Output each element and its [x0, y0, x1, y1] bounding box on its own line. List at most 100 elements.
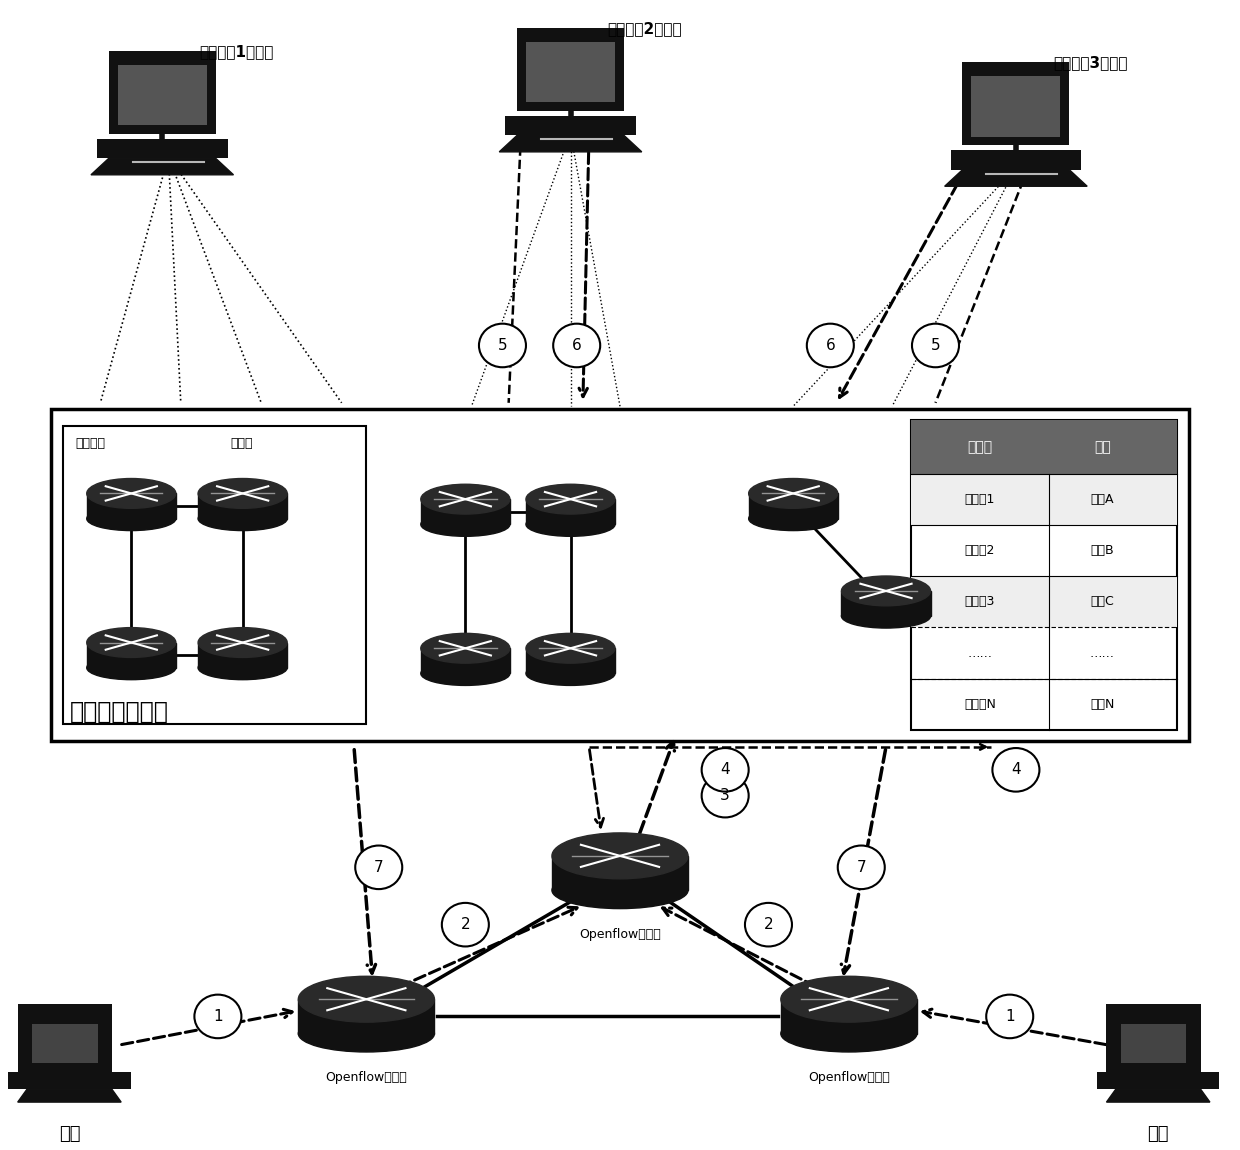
Text: 虚拟网络: 虚拟网络 — [76, 437, 105, 450]
FancyBboxPatch shape — [505, 116, 636, 136]
FancyBboxPatch shape — [910, 420, 1177, 474]
Ellipse shape — [87, 478, 176, 508]
FancyBboxPatch shape — [951, 151, 1081, 170]
Polygon shape — [749, 493, 838, 519]
Polygon shape — [781, 999, 916, 1034]
Ellipse shape — [420, 484, 510, 514]
Polygon shape — [842, 591, 930, 616]
Ellipse shape — [87, 507, 176, 530]
Polygon shape — [552, 856, 688, 890]
Text: Openflow交换机: Openflow交换机 — [579, 928, 661, 941]
Text: 2: 2 — [764, 918, 774, 933]
Polygon shape — [420, 499, 510, 524]
Ellipse shape — [552, 833, 688, 879]
Ellipse shape — [526, 661, 615, 685]
Text: 虚网A: 虚网A — [1090, 493, 1114, 506]
Ellipse shape — [87, 628, 176, 658]
Circle shape — [479, 323, 526, 367]
Text: 虚网N: 虚网N — [1090, 698, 1115, 711]
Text: 3: 3 — [720, 788, 730, 803]
Polygon shape — [299, 999, 434, 1034]
Text: 流规则1: 流规则1 — [965, 493, 994, 506]
Polygon shape — [17, 1089, 122, 1102]
Ellipse shape — [526, 513, 615, 536]
Text: 5: 5 — [497, 338, 507, 353]
Ellipse shape — [420, 661, 510, 685]
Text: 1: 1 — [213, 1009, 223, 1024]
Text: 虚拟网络2控制器: 虚拟网络2控制器 — [608, 21, 682, 36]
Ellipse shape — [749, 478, 838, 508]
Ellipse shape — [842, 604, 930, 628]
Ellipse shape — [198, 628, 288, 658]
FancyBboxPatch shape — [1097, 1073, 1219, 1089]
Ellipse shape — [198, 507, 288, 530]
Polygon shape — [87, 493, 176, 519]
Text: 虚网C: 虚网C — [1090, 596, 1115, 608]
Circle shape — [195, 995, 242, 1038]
Polygon shape — [945, 170, 1087, 186]
Polygon shape — [526, 499, 615, 524]
Circle shape — [807, 323, 854, 367]
Ellipse shape — [781, 1015, 916, 1052]
Circle shape — [702, 774, 749, 818]
FancyBboxPatch shape — [118, 64, 207, 125]
Ellipse shape — [781, 976, 916, 1022]
Polygon shape — [198, 643, 288, 668]
Text: ……: …… — [967, 646, 992, 660]
Polygon shape — [91, 159, 233, 175]
Ellipse shape — [299, 976, 434, 1022]
FancyBboxPatch shape — [910, 420, 1177, 730]
Circle shape — [992, 748, 1039, 791]
Text: 虚网: 虚网 — [1094, 440, 1111, 454]
Text: 虚拟网络3控制器: 虚拟网络3控制器 — [1053, 55, 1127, 70]
FancyBboxPatch shape — [9, 1073, 130, 1089]
Ellipse shape — [842, 576, 930, 606]
Polygon shape — [420, 649, 510, 674]
Text: ……: …… — [1090, 646, 1115, 660]
FancyBboxPatch shape — [32, 1024, 98, 1063]
Circle shape — [986, 995, 1033, 1038]
Text: Openflow交换机: Openflow交换机 — [325, 1072, 407, 1084]
Ellipse shape — [299, 1015, 434, 1052]
Text: 流规则3: 流规则3 — [965, 596, 994, 608]
FancyBboxPatch shape — [51, 408, 1189, 741]
Text: Openflow交换机: Openflow交换机 — [808, 1072, 890, 1084]
Ellipse shape — [749, 507, 838, 530]
Text: 虚网B: 虚网B — [1090, 544, 1114, 558]
FancyBboxPatch shape — [910, 474, 1177, 526]
Ellipse shape — [87, 656, 176, 680]
Ellipse shape — [420, 634, 510, 664]
Text: 网络虚拟化平台: 网络虚拟化平台 — [69, 700, 169, 724]
FancyBboxPatch shape — [17, 1004, 112, 1074]
Text: 2: 2 — [460, 918, 470, 933]
FancyBboxPatch shape — [910, 576, 1177, 628]
Text: 流规则N: 流规则N — [963, 698, 996, 711]
Ellipse shape — [198, 478, 288, 508]
Text: 虚拟交: 虚拟交 — [231, 437, 253, 450]
Circle shape — [553, 323, 600, 367]
FancyBboxPatch shape — [1106, 1004, 1200, 1074]
Circle shape — [838, 845, 885, 889]
Text: 流规则: 流规则 — [967, 440, 992, 454]
FancyBboxPatch shape — [1121, 1024, 1187, 1063]
Text: 终端: 终端 — [1147, 1126, 1169, 1143]
FancyBboxPatch shape — [97, 139, 228, 159]
Text: 6: 6 — [572, 338, 582, 353]
Text: 终端: 终端 — [58, 1126, 81, 1143]
FancyBboxPatch shape — [971, 76, 1060, 137]
Ellipse shape — [526, 634, 615, 664]
Text: 虚拟网络1控制器: 虚拟网络1控制器 — [200, 44, 274, 59]
Text: 7: 7 — [374, 860, 383, 875]
Text: 6: 6 — [826, 338, 836, 353]
Ellipse shape — [198, 656, 288, 680]
FancyBboxPatch shape — [517, 28, 624, 110]
Text: 4: 4 — [1011, 762, 1021, 777]
FancyBboxPatch shape — [526, 41, 615, 102]
FancyBboxPatch shape — [63, 426, 366, 724]
Ellipse shape — [552, 872, 688, 909]
FancyBboxPatch shape — [109, 51, 216, 133]
Circle shape — [911, 323, 959, 367]
Polygon shape — [198, 493, 288, 519]
Circle shape — [355, 845, 402, 889]
Text: 5: 5 — [931, 338, 940, 353]
